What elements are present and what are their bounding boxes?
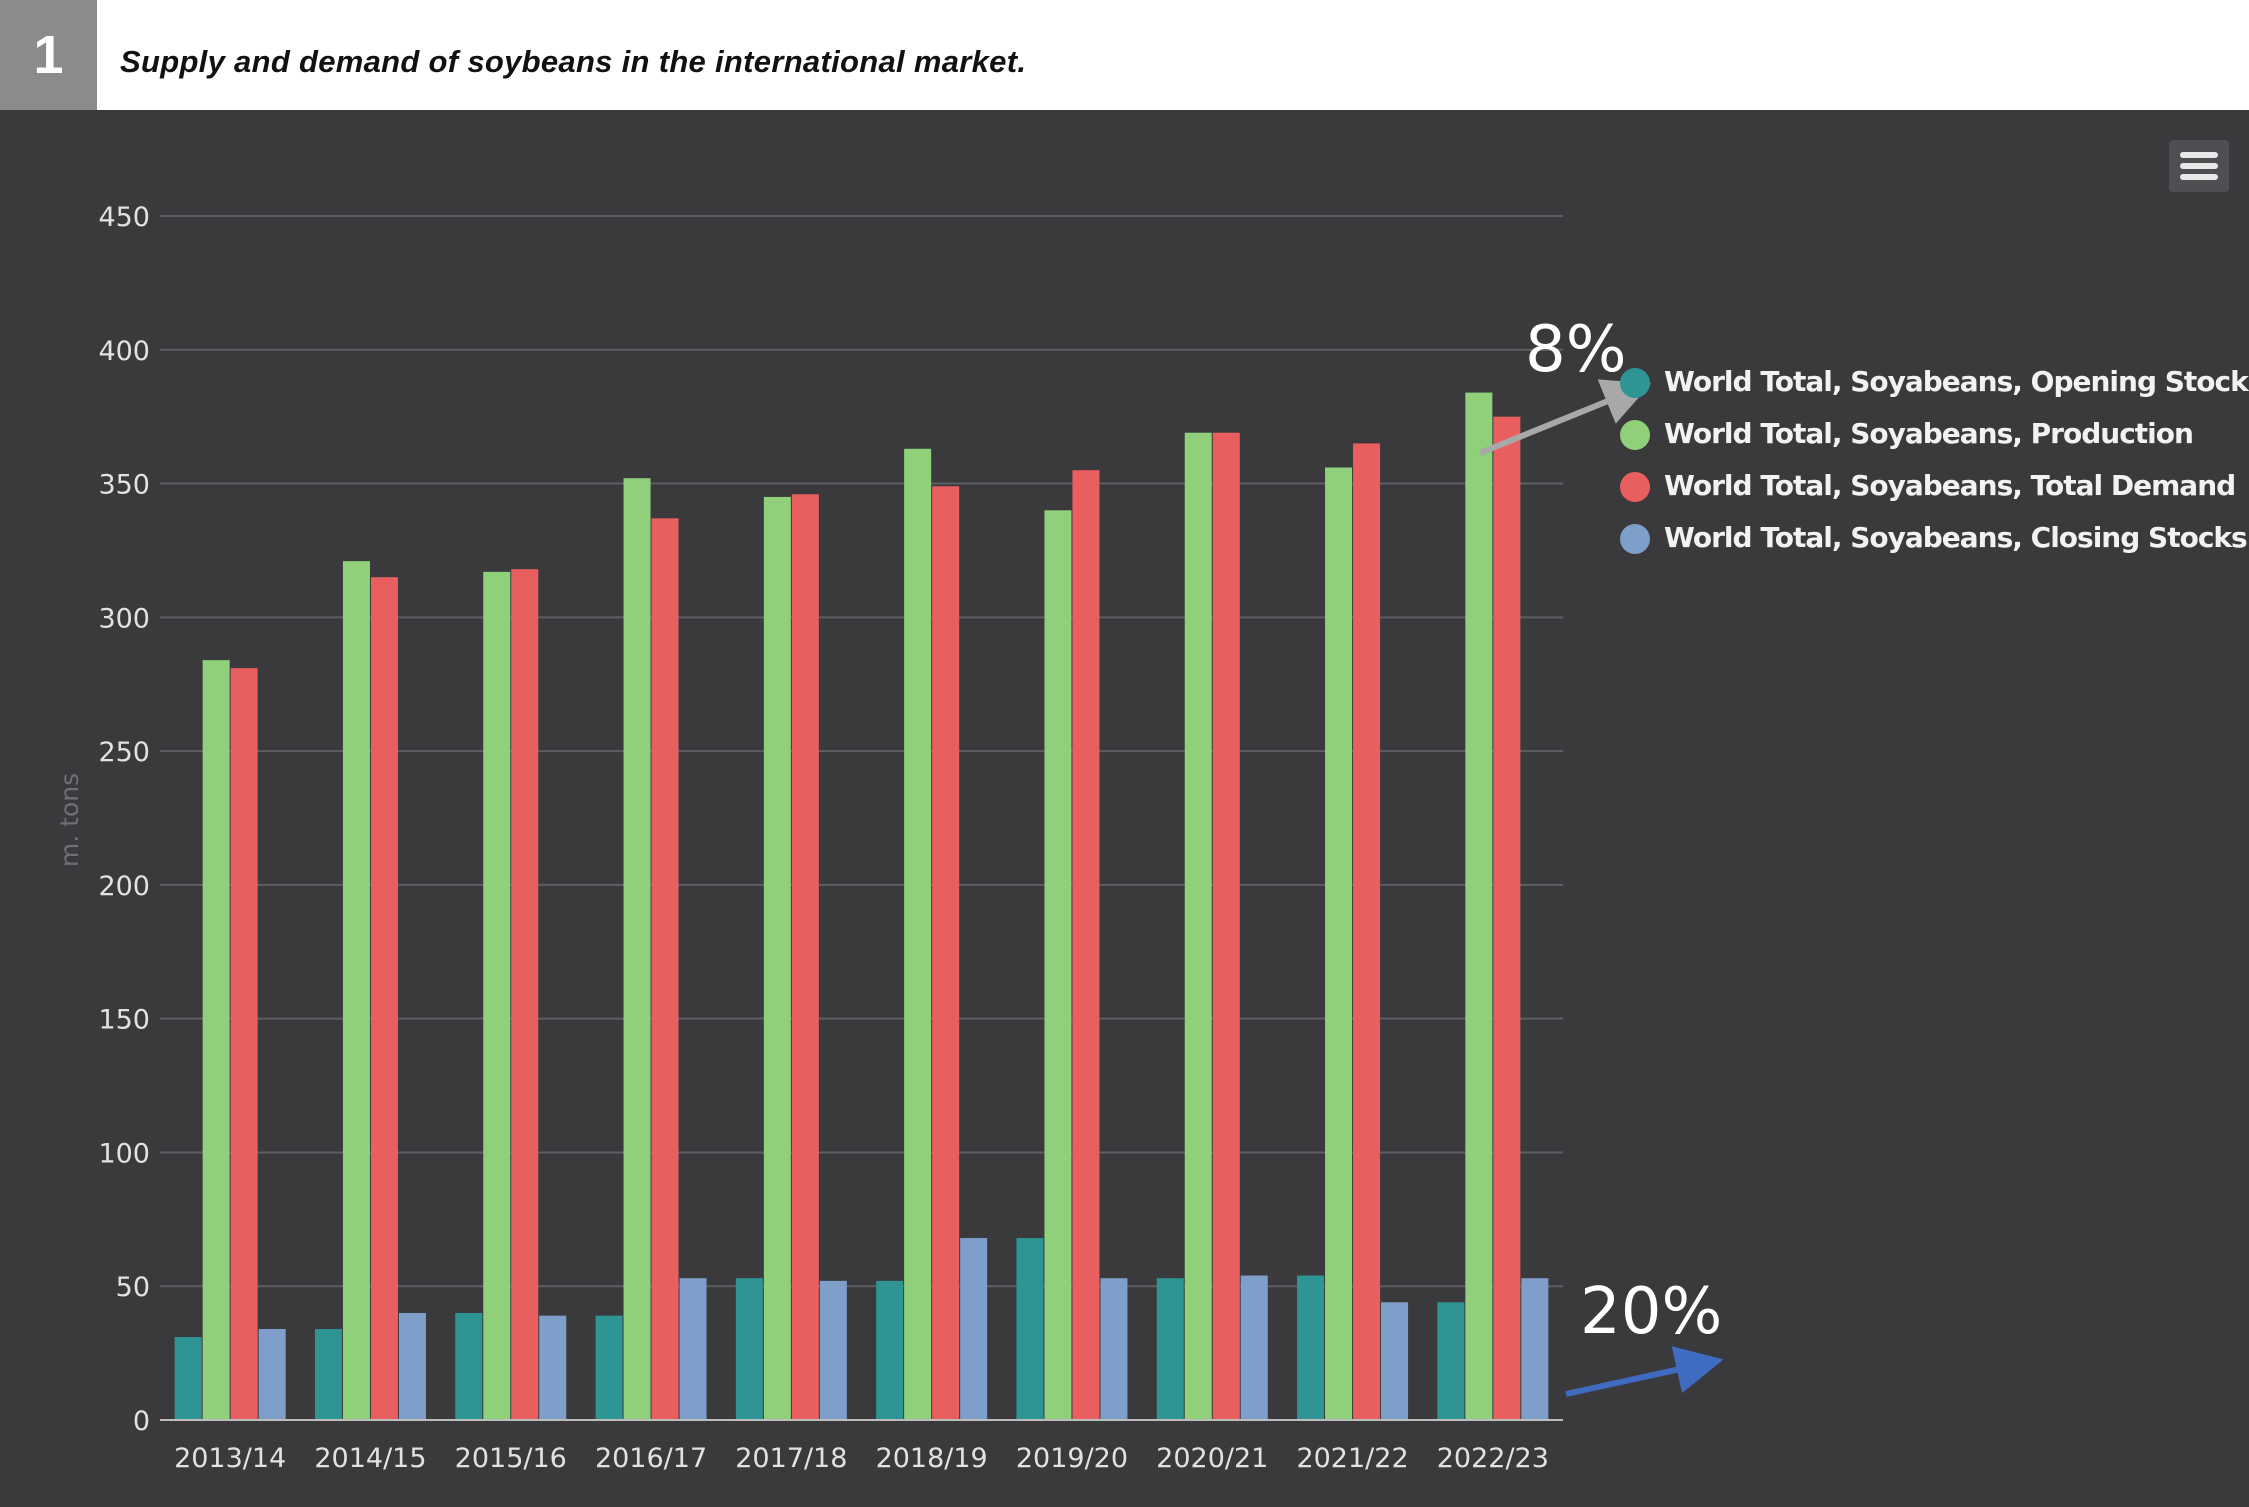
bar-production[interactable]: 2014/15 — World Total, Soyabeans, Produc… xyxy=(342,561,370,1420)
y-tick-label: 300 xyxy=(98,603,150,634)
bar-closing-stocks[interactable]: 2016/17 — World Total, Soyabeans, Closin… xyxy=(679,1278,707,1420)
x-tick-label: 2017/18 xyxy=(735,1443,847,1474)
x-tick-label: 2022/23 xyxy=(1437,1443,1549,1474)
bar-opening-stocks[interactable]: 2022/23 — World Total, Soyabeans, Openin… xyxy=(1437,1302,1465,1420)
y-axis-ticks: 0 50 100 150 200 250 300 350 400 450 xyxy=(98,202,150,1437)
x-tick-label: 2018/19 xyxy=(876,1443,988,1474)
bar-closing-stocks[interactable]: 2015/16 — World Total, Soyabeans, Closin… xyxy=(539,1315,567,1420)
y-tick-label: 250 xyxy=(98,737,150,768)
legend-label-total-demand: World Total, Soyabeans, Total Demand xyxy=(1664,469,2236,502)
bar-production[interactable]: 2021/22 — World Total, Soyabeans, Produc… xyxy=(1325,467,1353,1421)
bar-total-demand[interactable]: 2020/21 — World Total, Soyabeans, Total … xyxy=(1212,432,1240,1421)
bar-total-demand[interactable]: 2016/17 — World Total, Soyabeans, Total … xyxy=(651,518,679,1420)
bar-total-demand[interactable]: 2021/22 — World Total, Soyabeans, Total … xyxy=(1353,443,1381,1420)
bar-closing-stocks[interactable]: 2013/14 — World Total, Soyabeans, Closin… xyxy=(258,1329,286,1420)
legend-label-production: World Total, Soyabeans, Production xyxy=(1664,417,2194,450)
x-tick-label: 2014/15 xyxy=(314,1443,426,1474)
legend-dot-closing-stocks xyxy=(1620,524,1650,554)
figure-header: 1 Supply and demand of soybeans in the i… xyxy=(0,0,2249,110)
bar-closing-stocks[interactable]: 2021/22 — World Total, Soyabeans, Closin… xyxy=(1381,1302,1409,1420)
bar-production[interactable]: 2020/21 — World Total, Soyabeans, Produc… xyxy=(1184,432,1212,1421)
bar-total-demand[interactable]: 2015/16 — World Total, Soyabeans, Total … xyxy=(511,569,539,1420)
bar-opening-stocks[interactable]: 2015/16 — World Total, Soyabeans, Openin… xyxy=(455,1312,483,1420)
bar-total-demand[interactable]: 2022/23 — World Total, Soyabeans, Total … xyxy=(1493,416,1521,1421)
bar-opening-stocks[interactable]: 2013/14 — World Total, Soyabeans, Openin… xyxy=(174,1337,202,1420)
figure-title: Supply and demand of soybeans in the int… xyxy=(120,44,1027,79)
y-tick-label: 350 xyxy=(98,470,150,501)
x-tick-label: 2013/14 xyxy=(174,1443,286,1474)
bar-total-demand[interactable]: 2013/14 — World Total, Soyabeans, Total … xyxy=(230,668,258,1420)
bar-opening-stocks[interactable]: 2020/21 — World Total, Soyabeans, Openin… xyxy=(1156,1278,1184,1420)
bar-production[interactable]: 2018/19 — World Total, Soyabeans, Produc… xyxy=(904,448,932,1421)
bar-production[interactable]: 2017/18 — World Total, Soyabeans, Produc… xyxy=(763,496,791,1420)
bar-closing-stocks[interactable]: 2019/20 — World Total, Soyabeans, Closin… xyxy=(1100,1278,1128,1420)
y-tick-label: 0 xyxy=(133,1406,150,1437)
y-tick-label: 100 xyxy=(98,1138,150,1169)
x-tick-label: 2021/22 xyxy=(1296,1443,1408,1474)
bar-opening-stocks[interactable]: 2019/20 — World Total, Soyabeans, Openin… xyxy=(1016,1238,1044,1420)
grid-lines xyxy=(160,215,1563,1288)
bar-total-demand[interactable]: 2017/18 — World Total, Soyabeans, Total … xyxy=(791,494,819,1420)
production-growth-annotation: 8% xyxy=(1525,313,1627,387)
bar-production[interactable]: 2015/16 — World Total, Soyabeans, Produc… xyxy=(483,571,511,1420)
bar-total-demand[interactable]: 2019/20 — World Total, Soyabeans, Total … xyxy=(1072,470,1100,1421)
closing-stocks-growth-arrow xyxy=(1565,1346,1724,1397)
bar-opening-stocks[interactable]: 2021/22 — World Total, Soyabeans, Openin… xyxy=(1297,1275,1325,1420)
legend-label-closing-stocks: World Total, Soyabeans, Closing Stocks xyxy=(1664,521,2248,554)
bar-closing-stocks[interactable]: 2014/15 — World Total, Soyabeans, Closin… xyxy=(398,1312,426,1420)
closing-stocks-growth-annotation: 20% xyxy=(1580,1275,1723,1349)
y-tick-label: 200 xyxy=(98,871,150,902)
figure-number: 1 xyxy=(0,0,97,110)
bar-production[interactable]: 2016/17 — World Total, Soyabeans, Produc… xyxy=(623,478,651,1420)
bar-opening-stocks[interactable]: 2014/15 — World Total, Soyabeans, Openin… xyxy=(314,1329,342,1420)
bars: 2013/14 — World Total, Soyabeans, Openin… xyxy=(174,392,1549,1421)
bar-production[interactable]: 2019/20 — World Total, Soyabeans, Produc… xyxy=(1044,510,1072,1420)
bar-production[interactable]: 2022/23 — World Total, Soyabeans, Produc… xyxy=(1465,392,1493,1420)
legend-dot-total-demand xyxy=(1620,472,1650,502)
legend-dot-opening-stocks xyxy=(1620,368,1650,398)
bar-opening-stocks[interactable]: 2018/19 — World Total, Soyabeans, Openin… xyxy=(876,1280,904,1420)
y-tick-label: 400 xyxy=(98,336,150,367)
y-axis-label: m. tons xyxy=(55,773,84,867)
bar-total-demand[interactable]: 2014/15 — World Total, Soyabeans, Total … xyxy=(370,577,398,1420)
bar-closing-stocks[interactable]: 2017/18 — World Total, Soyabeans, Closin… xyxy=(819,1280,847,1420)
bar-closing-stocks[interactable]: 2018/19 — World Total, Soyabeans, Closin… xyxy=(960,1238,988,1420)
bar-opening-stocks[interactable]: 2016/17 — World Total, Soyabeans, Openin… xyxy=(595,1315,623,1420)
bar-closing-stocks[interactable]: 2022/23 — World Total, Soyabeans, Closin… xyxy=(1521,1278,1549,1420)
y-tick-label: 50 xyxy=(116,1272,150,1303)
x-tick-label: 2016/17 xyxy=(595,1443,707,1474)
production-growth-arrow xyxy=(1478,379,1652,456)
legend-dot-production xyxy=(1620,420,1650,450)
chart-menu-button[interactable] xyxy=(2169,140,2229,192)
x-tick-label: 2015/16 xyxy=(455,1443,567,1474)
bar-opening-stocks[interactable]: 2017/18 — World Total, Soyabeans, Openin… xyxy=(735,1278,763,1420)
legend-label-opening-stocks: World Total, Soyabeans, Opening Stocks xyxy=(1664,365,2249,398)
x-tick-label: 2020/21 xyxy=(1156,1443,1268,1474)
bar-closing-stocks[interactable]: 2020/21 — World Total, Soyabeans, Closin… xyxy=(1240,1275,1268,1420)
y-tick-label: 150 xyxy=(98,1005,150,1036)
y-tick-label: 450 xyxy=(98,202,150,233)
x-tick-label: 2019/20 xyxy=(1016,1443,1128,1474)
bar-total-demand[interactable]: 2018/19 — World Total, Soyabeans, Total … xyxy=(932,486,960,1421)
x-axis-ticks: 2013/14 2014/15 2015/16 2016/17 2017/18 2018/… xyxy=(174,1443,1549,1474)
bar-production[interactable]: 2013/14 — World Total, Soyabeans, Produc… xyxy=(202,660,230,1420)
